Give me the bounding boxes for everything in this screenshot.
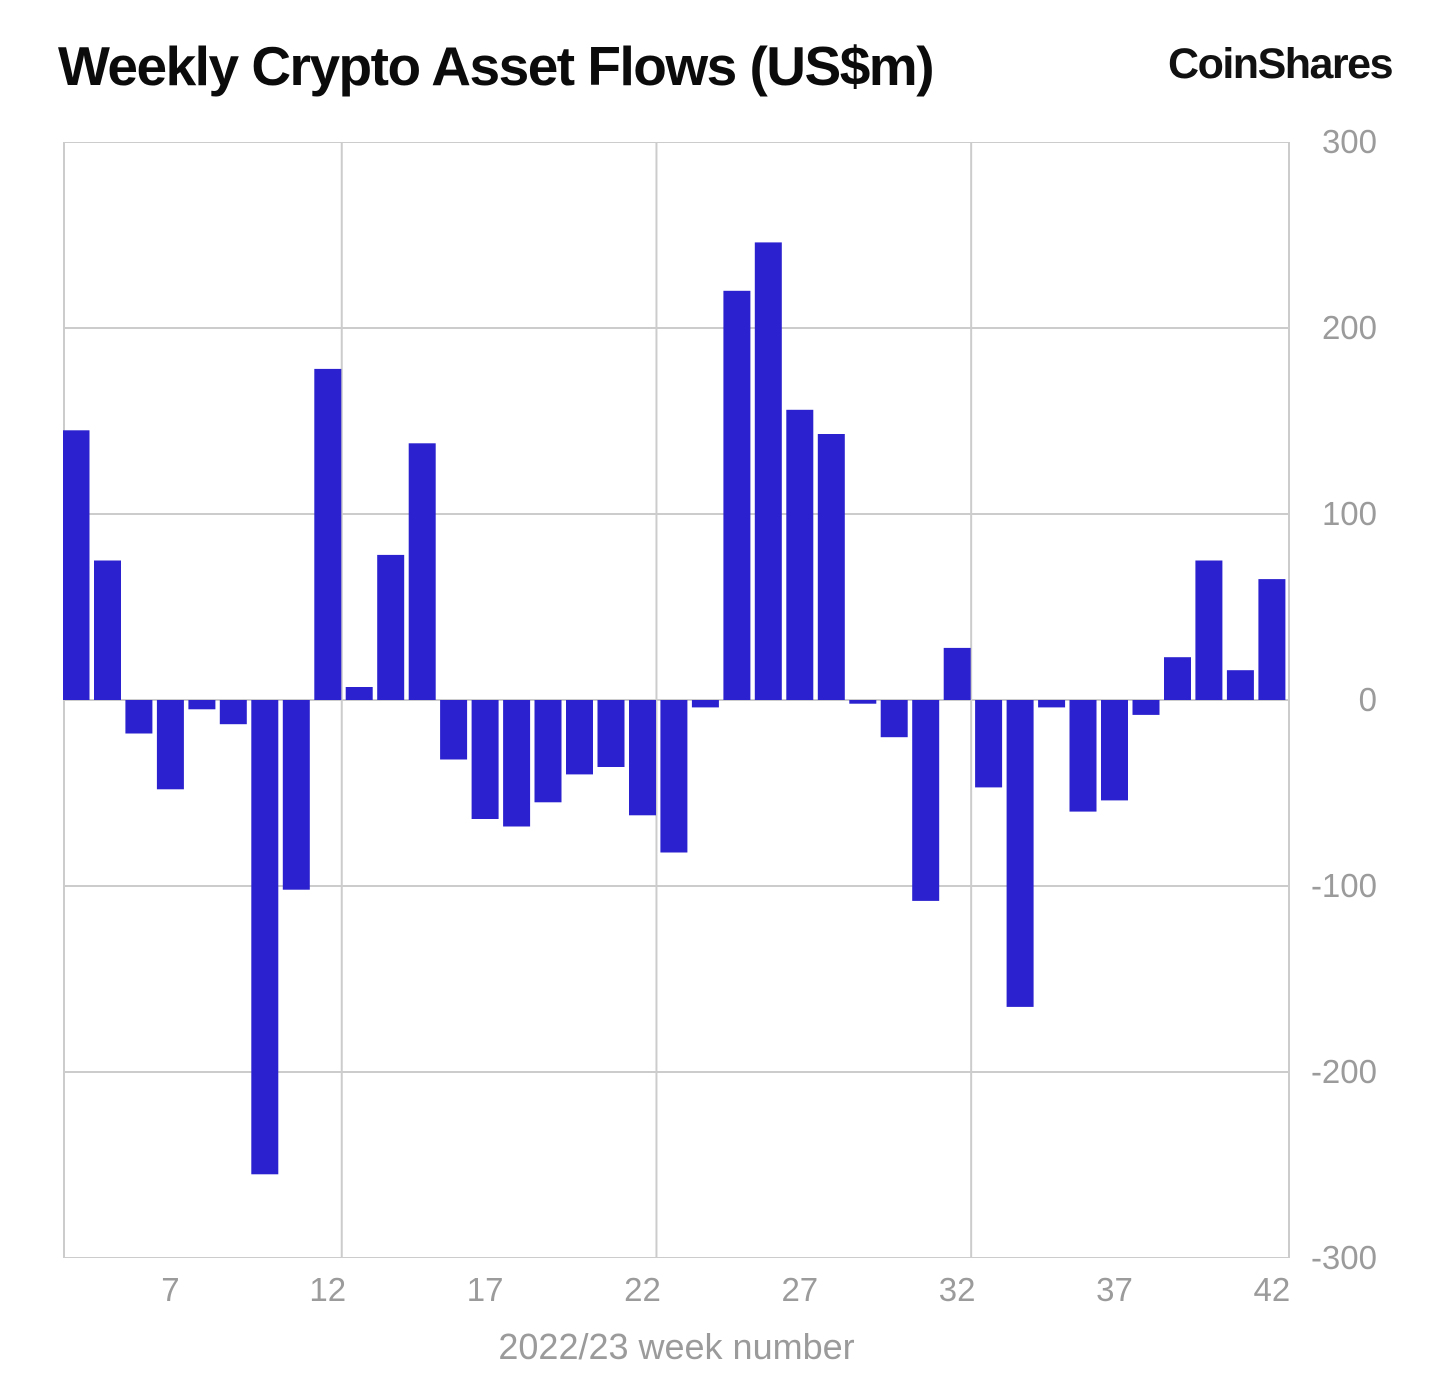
bar-week-22	[629, 700, 656, 816]
bar-week-11	[282, 700, 310, 890]
bar-week-15	[408, 443, 436, 700]
bar-week-17	[471, 700, 499, 819]
chart-title: Weekly Crypto Asset Flows (US$m)	[58, 35, 935, 97]
bar-week-37	[1101, 700, 1128, 801]
bar-week-4	[63, 430, 90, 700]
x-tick-label-17: 17	[466, 1271, 504, 1308]
bar-week-35	[1038, 700, 1066, 708]
y-tick-label--300: -300	[1310, 1239, 1377, 1276]
x-tick-label-32: 32	[938, 1271, 976, 1308]
bar-week-14	[377, 554, 405, 700]
bar-week-29	[849, 700, 877, 704]
x-tick-label-37: 37	[1096, 1271, 1133, 1308]
x-axis-title: 2022/23 week number	[498, 1326, 855, 1367]
y-tick-label-100: 100	[1321, 495, 1377, 532]
bar-week-41	[1226, 670, 1254, 700]
bar-week-23	[660, 700, 688, 853]
x-tick-label-27: 27	[781, 1271, 819, 1308]
bar-week-33	[975, 700, 1003, 788]
x-tick-label-22: 22	[624, 1271, 661, 1308]
bar-week-36	[1069, 700, 1097, 812]
bar-week-32	[943, 647, 971, 700]
x-tick-label-7: 7	[161, 1271, 180, 1308]
x-tick-label-42: 42	[1253, 1271, 1291, 1308]
y-tick-label-200: 200	[1321, 309, 1377, 346]
y-tick-label--100: -100	[1310, 867, 1377, 904]
bar-week-12	[314, 368, 342, 700]
bar-week-25	[723, 290, 751, 700]
plot-area	[63, 142, 1290, 1258]
bar-week-10	[251, 700, 279, 1175]
bar-week-31	[912, 700, 940, 901]
bar-week-26	[754, 242, 782, 700]
bar-week-21	[597, 700, 625, 767]
y-tick-label-300: 300	[1321, 123, 1377, 160]
x-tick-label-12: 12	[309, 1271, 347, 1308]
bar-week-42	[1258, 579, 1286, 700]
bar-week-7	[156, 700, 184, 790]
chart-svg	[63, 142, 1290, 1258]
bar-week-20	[566, 700, 593, 775]
bar-week-8	[188, 700, 216, 710]
y-tick-label--200: -200	[1310, 1053, 1377, 1090]
bar-week-6	[125, 700, 153, 734]
bar-week-34	[1006, 700, 1034, 1007]
bar-week-5	[94, 560, 121, 700]
y-tick-label-0: 0	[1358, 681, 1377, 718]
bar-week-13	[345, 687, 373, 700]
bar-week-39	[1164, 657, 1191, 700]
bar-week-18	[503, 700, 531, 827]
bar-week-40	[1195, 560, 1223, 700]
bar-week-28	[817, 434, 845, 700]
coinshares-logo: CoinShares	[1168, 40, 1393, 88]
bar-week-30	[880, 700, 908, 738]
bar-week-38	[1132, 700, 1160, 715]
bar-week-9	[219, 700, 247, 725]
bar-week-24	[691, 700, 719, 708]
bar-week-27	[786, 409, 814, 700]
bar-week-19	[534, 700, 562, 803]
bar-week-16	[440, 700, 468, 760]
